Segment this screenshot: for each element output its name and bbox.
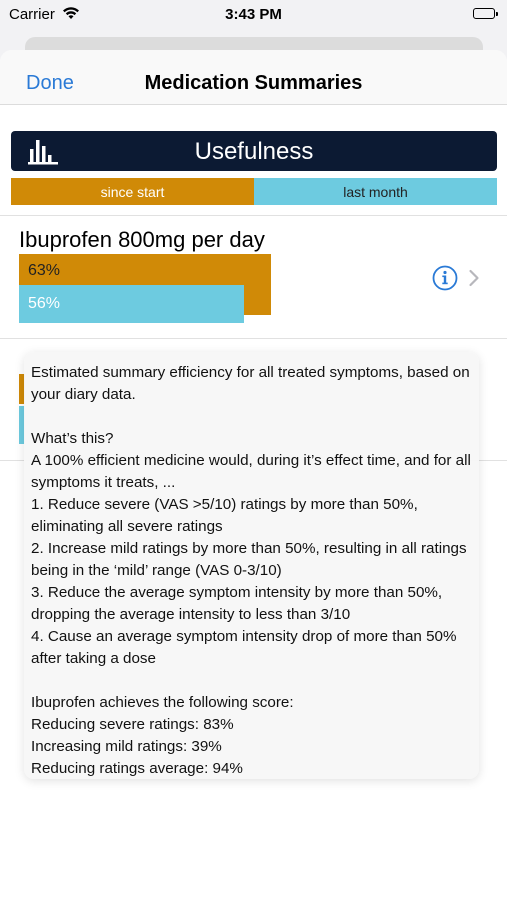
wifi-icon — [62, 6, 80, 24]
legend-since-start: since start — [11, 178, 254, 205]
tooltip-heading: What’s this? — [31, 430, 114, 447]
status-bar: Carrier 3:43 PM — [0, 0, 507, 30]
page-title: Medication Summaries — [144, 72, 363, 94]
info-tooltip: Estimated summary efficiency for all tre… — [24, 352, 479, 779]
last-month-bar: 56% — [19, 285, 244, 323]
last-month-value: 56% — [28, 295, 61, 312]
status-time: 3:43 PM — [225, 6, 282, 23]
tooltip-score: Reducing ratings average: 94% — [31, 760, 243, 777]
bar-chart-icon[interactable] — [28, 137, 60, 170]
header-label: Usefulness — [194, 138, 314, 165]
tooltip-score: Increasing mild ratings: 39% — [31, 738, 222, 755]
tooltip-score-heading: Ibuprofen achieves the following score: — [31, 694, 294, 711]
tooltip-score: Reducing severe ratings: 83% — [31, 716, 234, 733]
usefulness-header: Usefulness — [11, 131, 497, 171]
medication-name[interactable]: Ibuprofen 800mg per day — [19, 227, 265, 252]
chevron-right-icon[interactable] — [468, 269, 480, 287]
legend: since start last month — [11, 178, 497, 205]
tooltip-lead: A 100% efficient medicine would, during … — [31, 452, 471, 491]
tooltip-item: 1. Reduce severe (VAS >5/10) ratings by … — [31, 496, 418, 535]
second-since-start-bar — [19, 374, 25, 404]
navigation-bar: Done Medication Summaries — [0, 50, 507, 105]
tooltip-item: 2. Increase mild ratings by more than 50… — [31, 540, 467, 579]
second-last-month-bar — [19, 406, 25, 444]
tooltip-item: 3. Reduce the average symptom intensity … — [31, 584, 443, 623]
tooltip-intro: Estimated summary efficiency for all tre… — [31, 364, 470, 403]
tooltip-item: 4. Cause an average symptom intensity dr… — [31, 628, 457, 667]
legend-last-month: last month — [254, 178, 497, 205]
since-start-value: 63% — [28, 262, 61, 279]
divider — [0, 338, 507, 339]
battery-icon — [473, 8, 498, 19]
carrier-label: Carrier — [9, 6, 55, 23]
done-button[interactable]: Done — [26, 72, 74, 94]
info-icon[interactable] — [432, 265, 458, 291]
divider — [0, 215, 507, 216]
